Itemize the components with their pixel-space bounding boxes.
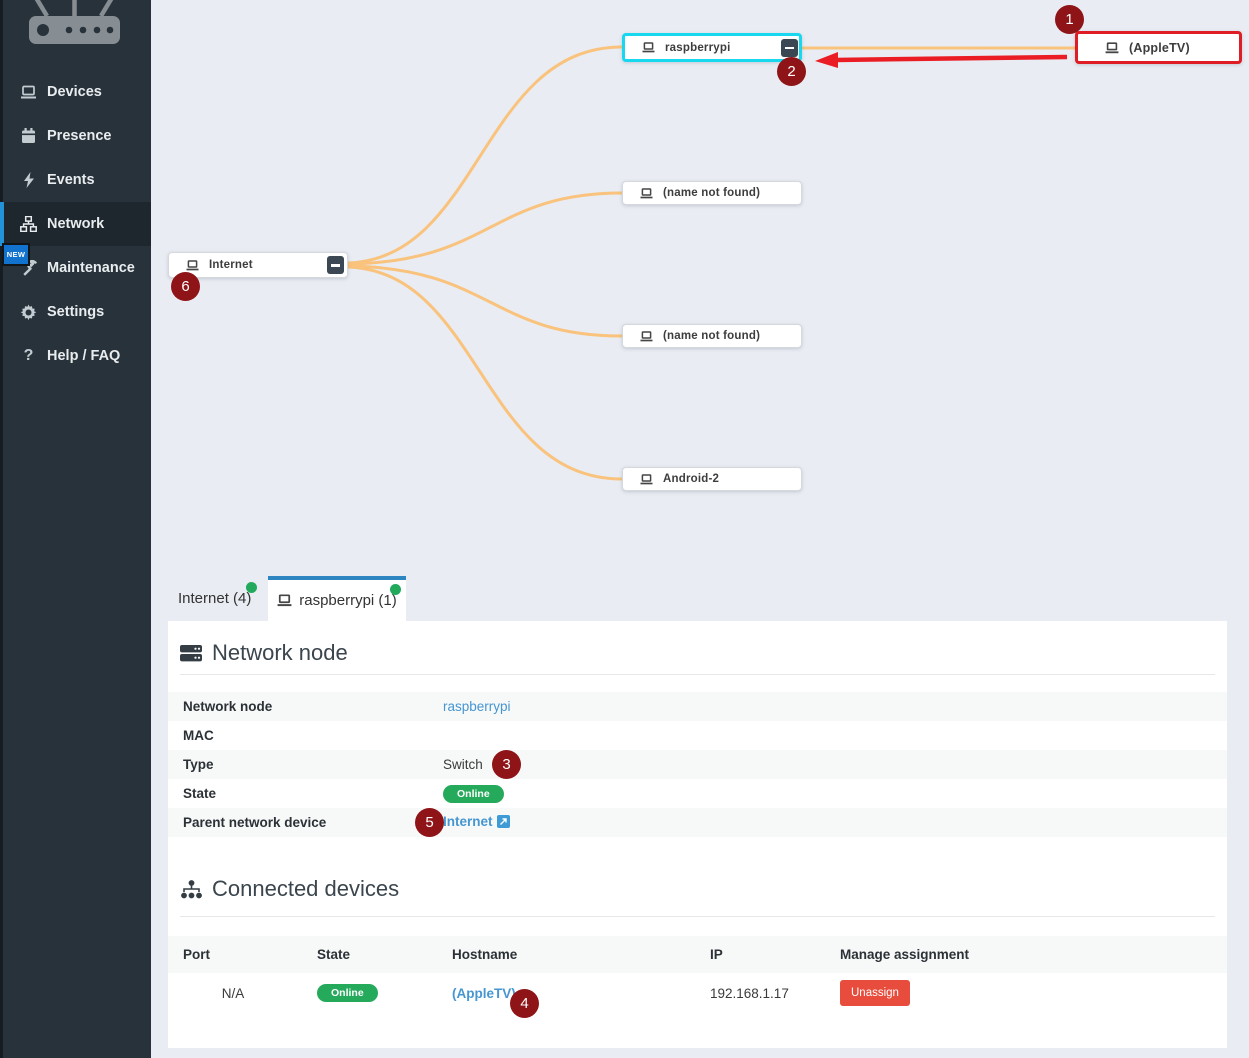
network-node-table: Network node raspberrypi MAC Type Switch… bbox=[168, 692, 1227, 837]
laptop-icon bbox=[186, 259, 199, 271]
node-appletv[interactable]: (AppleTV) bbox=[1075, 31, 1242, 64]
router-logo-icon bbox=[29, 0, 120, 44]
status-badge: Online bbox=[443, 784, 504, 803]
sidebar-item-label: Settings bbox=[47, 304, 105, 320]
laptop-icon bbox=[20, 84, 37, 101]
tab-label: Internet (4) bbox=[178, 590, 252, 607]
annotation-4: 4 bbox=[510, 989, 539, 1018]
laptop-icon bbox=[640, 473, 653, 485]
parent-device-link[interactable]: Internet bbox=[443, 814, 493, 829]
laptop-icon bbox=[640, 187, 653, 199]
sidebar-item-events[interactable]: Events bbox=[0, 158, 151, 202]
bolt-icon bbox=[20, 172, 37, 189]
detail-panel: Network node Network node raspberrypi MA… bbox=[168, 621, 1227, 1048]
sidebar-item-settings[interactable]: Settings bbox=[0, 290, 151, 334]
annotation-5: 5 bbox=[415, 808, 444, 837]
annotation-1: 1 bbox=[1055, 5, 1084, 34]
node-label: Internet bbox=[209, 259, 253, 271]
col-hostname: Hostname bbox=[452, 947, 518, 962]
network-node-link[interactable]: raspberrypi bbox=[443, 699, 511, 714]
sidebar-item-label: Network bbox=[47, 216, 105, 232]
node-label: raspberrypi bbox=[665, 41, 731, 54]
topology-links bbox=[347, 45, 1075, 481]
connected-devices-heading: Connected devices bbox=[180, 837, 1215, 902]
new-badge: NEW bbox=[2, 243, 30, 266]
node-raspberrypi[interactable]: raspberrypi bbox=[622, 33, 802, 62]
table-row: N/A Online (AppleTV) 192.168.1.17 Unassi… bbox=[168, 973, 1227, 1013]
laptop-icon bbox=[277, 594, 292, 607]
calendar-icon bbox=[20, 128, 37, 145]
node-label: (name not found) bbox=[663, 330, 761, 342]
col-port: Port bbox=[183, 947, 210, 962]
sidebar-item-label: Presence bbox=[47, 128, 112, 144]
online-dot-icon bbox=[246, 582, 257, 593]
node-label: (name not found) bbox=[663, 187, 761, 199]
annotation-arrow bbox=[815, 52, 1068, 68]
sidebar-item-devices[interactable]: Devices bbox=[0, 70, 151, 114]
sidebar-item-maintenance[interactable]: Maintenance bbox=[0, 246, 151, 290]
hostname-link[interactable]: (AppleTV) bbox=[452, 985, 516, 1001]
node-android-2[interactable]: Android-2 bbox=[622, 467, 802, 491]
detail-tabs: Internet (4) raspberrypi (1) bbox=[168, 576, 406, 621]
node-label: Android-2 bbox=[663, 473, 720, 485]
table-row: State Online bbox=[168, 779, 1227, 808]
wrench-icon bbox=[20, 260, 37, 277]
network-topology-diagram: Internet raspberrypi (AppleTV) (name not… bbox=[151, 0, 1249, 621]
sidebar-item-label: Devices bbox=[47, 84, 102, 100]
gear-icon bbox=[20, 304, 37, 321]
laptop-icon bbox=[642, 42, 655, 53]
annotation-3: 3 bbox=[492, 750, 521, 779]
port-value: N/A bbox=[221, 985, 245, 1001]
annotation-2: 2 bbox=[777, 57, 806, 86]
divider bbox=[180, 674, 1215, 675]
sidebar-item-label: Events bbox=[47, 172, 95, 188]
hierarchy-icon bbox=[181, 879, 202, 898]
table-row: Type Switch bbox=[168, 750, 1227, 779]
collapse-minus-icon[interactable] bbox=[781, 38, 798, 57]
network-node-heading: Network node bbox=[180, 621, 1215, 666]
tab-raspberrypi[interactable]: raspberrypi (1) bbox=[268, 576, 406, 621]
annotation-6: 6 bbox=[171, 272, 200, 301]
table-header-row: Port State Hostname IP Manage assignment bbox=[168, 936, 1227, 973]
connected-devices-table: Port State Hostname IP Manage assignment… bbox=[168, 936, 1227, 1013]
unassign-button[interactable]: Unassign bbox=[840, 980, 910, 1006]
external-link-icon[interactable] bbox=[496, 815, 510, 831]
divider bbox=[180, 916, 1215, 917]
node-name-not-found-1[interactable]: (name not found) bbox=[622, 181, 802, 205]
sidebar-item-presence[interactable]: Presence bbox=[0, 114, 151, 158]
ip-value: 192.168.1.17 bbox=[710, 985, 789, 1001]
col-state: State bbox=[317, 947, 351, 962]
col-ip: IP bbox=[710, 947, 723, 962]
table-row: MAC bbox=[183, 728, 214, 743]
laptop-icon bbox=[640, 330, 653, 342]
laptop-icon bbox=[1105, 41, 1119, 54]
online-dot-icon bbox=[390, 584, 401, 595]
sidebar-item-network[interactable]: Network bbox=[0, 202, 151, 246]
sitemap-icon bbox=[20, 216, 37, 233]
table-row: Parent network device Internet bbox=[168, 808, 1227, 837]
table-row: Network node raspberrypi bbox=[168, 692, 1227, 721]
question-icon: ? bbox=[23, 347, 34, 364]
node-label: (AppleTV) bbox=[1129, 40, 1190, 55]
node-name-not-found-2[interactable]: (name not found) bbox=[622, 324, 802, 348]
tab-internet[interactable]: Internet (4) bbox=[168, 576, 263, 621]
collapse-minus-icon[interactable] bbox=[327, 256, 344, 274]
sidebar-item-label: Maintenance bbox=[47, 260, 135, 276]
sidebar-item-label: Help / FAQ bbox=[47, 348, 121, 364]
sidebar-nav: Devices Presence Events Network Maintena… bbox=[0, 70, 151, 378]
tab-label: raspberrypi (1) bbox=[299, 592, 397, 609]
sidebar: Devices Presence Events Network Maintena… bbox=[0, 0, 151, 1058]
node-internet[interactable]: Internet bbox=[168, 252, 348, 278]
col-manage: Manage assignment bbox=[840, 947, 970, 962]
server-icon bbox=[180, 644, 202, 661]
status-badge: Online bbox=[317, 984, 378, 1002]
sidebar-item-help[interactable]: ? Help / FAQ bbox=[0, 334, 151, 378]
